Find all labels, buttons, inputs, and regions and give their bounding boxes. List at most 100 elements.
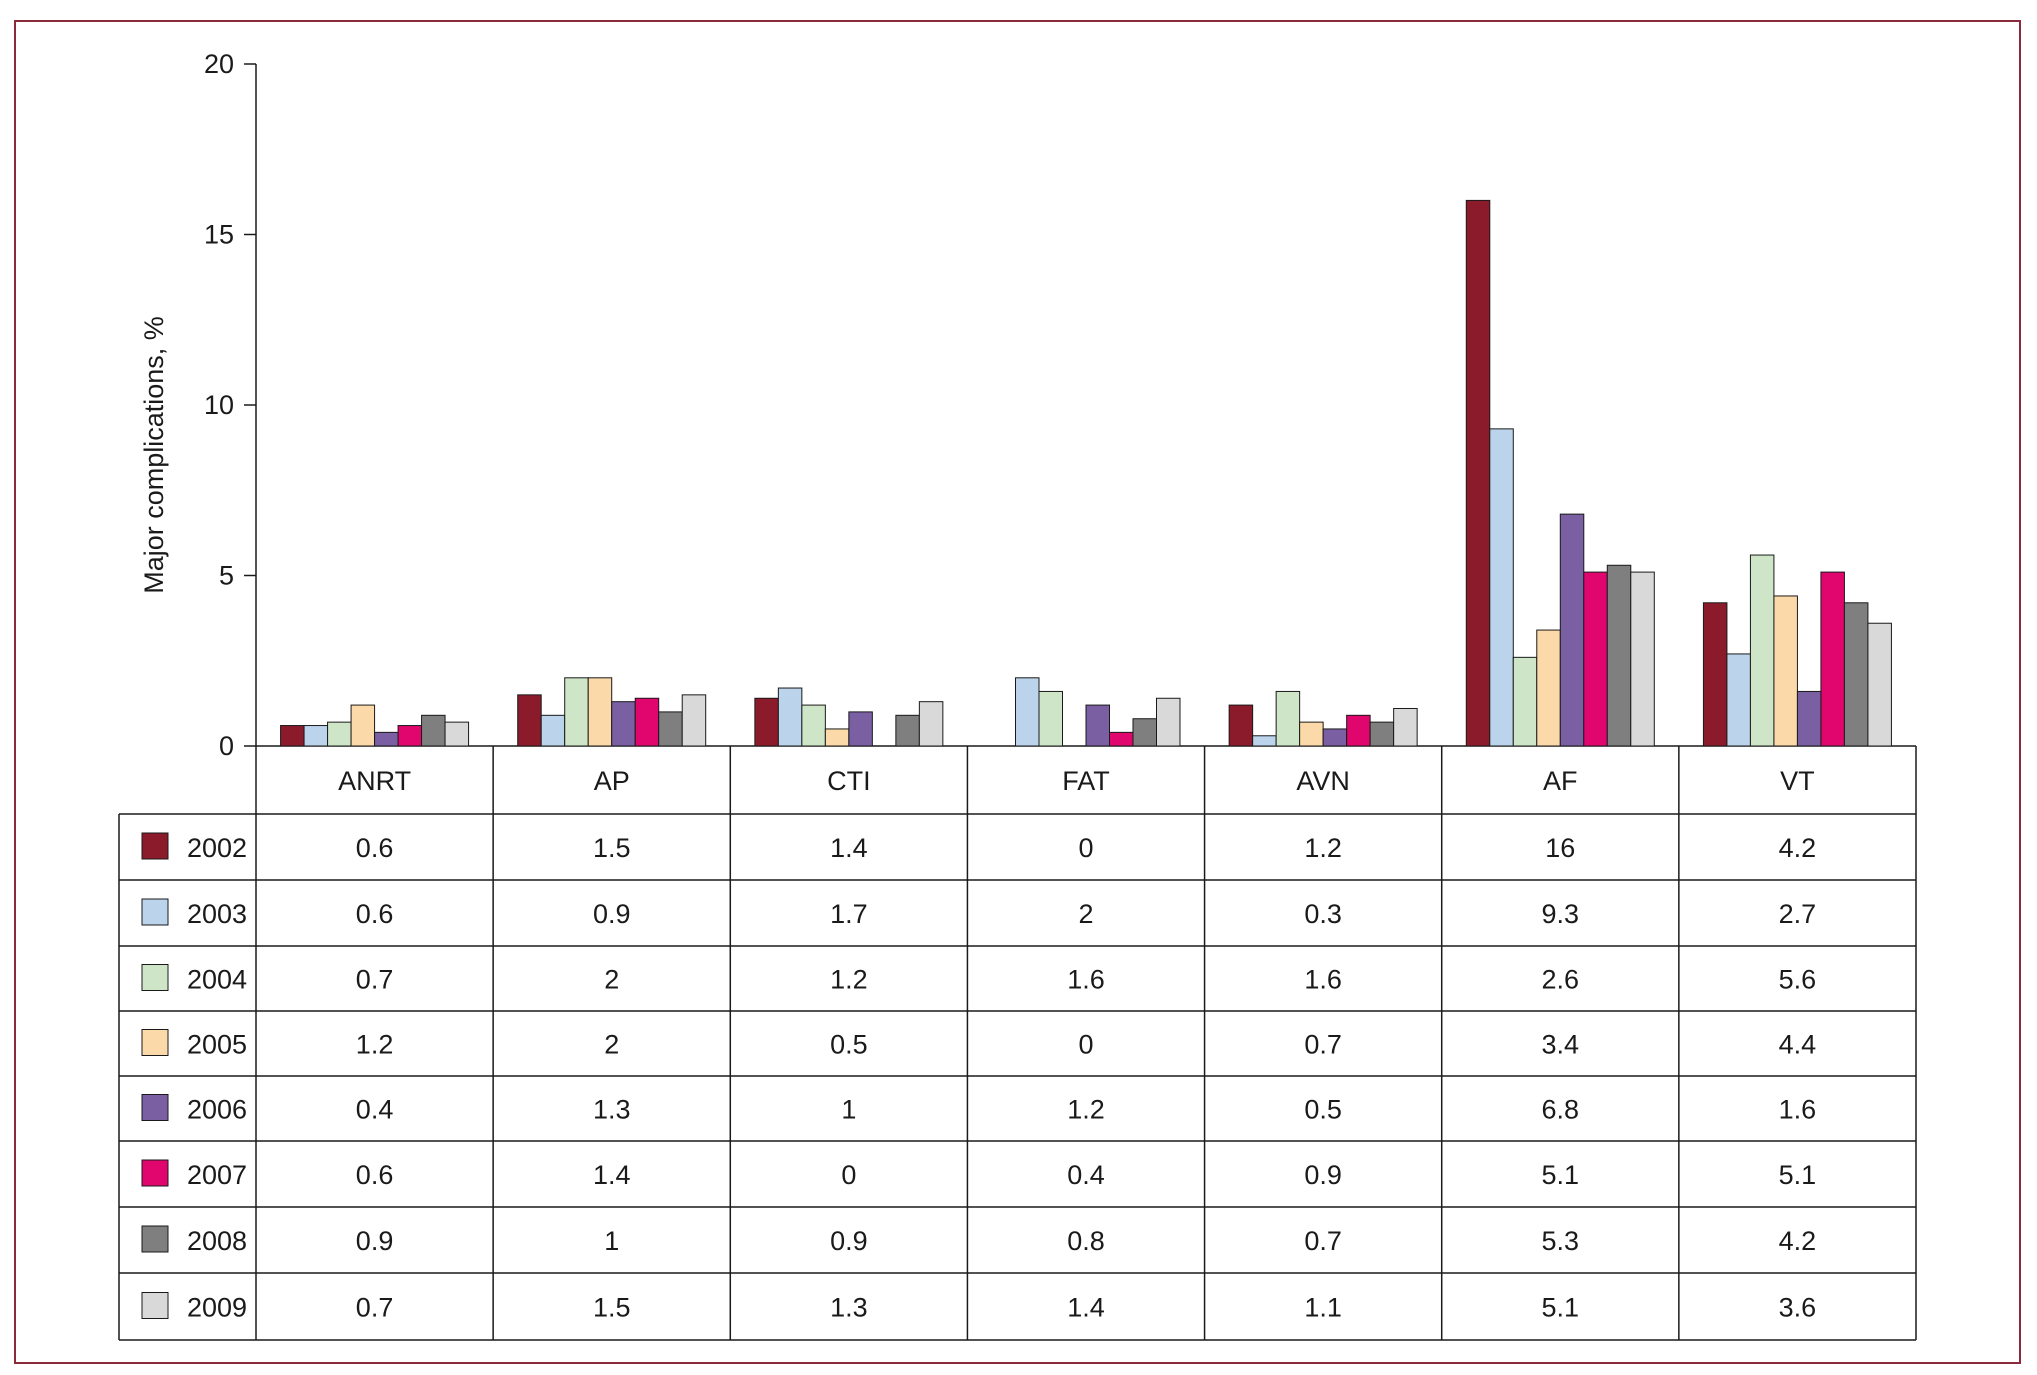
- y-axis-label: Major complications, %: [139, 316, 169, 594]
- bar-2004-anrt: [327, 721, 352, 747]
- bar-2002-vt: [1702, 602, 1728, 747]
- data-label: 0.5: [1304, 1095, 1342, 1125]
- bar-2003-anrt: [303, 725, 329, 747]
- data-label: 3.4: [1542, 1030, 1580, 1060]
- bar-2005-vt: [1773, 595, 1798, 747]
- data-label: 0.9: [593, 899, 631, 929]
- category-label-anrt: ANRT: [338, 766, 411, 796]
- legend-swatch-2004: [141, 964, 169, 991]
- data-label: 1.5: [593, 833, 631, 863]
- data-label: 1.4: [593, 1160, 631, 1190]
- bar-2002-af: [1465, 199, 1491, 747]
- data-label: 1: [841, 1095, 856, 1125]
- data-label: 0: [1078, 833, 1093, 863]
- data-label: 0: [841, 1160, 856, 1190]
- bar-2004-avn: [1275, 690, 1301, 747]
- legend-label-2009: 2009: [187, 1293, 247, 1323]
- bar-2008-avn: [1369, 721, 1395, 747]
- category-label-vt: VT: [1780, 766, 1815, 796]
- data-label: 0.7: [356, 965, 394, 995]
- bar-2009-avn: [1393, 707, 1418, 747]
- data-label: 0: [1078, 1030, 1093, 1060]
- data-label: 1.2: [830, 965, 868, 995]
- bar-2006-vt: [1796, 690, 1822, 747]
- category-label-ap: AP: [594, 766, 630, 796]
- legend-swatch-2008: [141, 1225, 169, 1253]
- legend-swatch-2009: [141, 1292, 169, 1319]
- data-label: 5.3: [1542, 1226, 1580, 1256]
- category-label-af: AF: [1543, 766, 1578, 796]
- bar-2006-anrt: [374, 731, 399, 747]
- data-label: 0.9: [830, 1226, 868, 1256]
- bar-2009-anrt: [444, 721, 470, 747]
- data-label: 1.6: [1779, 1095, 1817, 1125]
- legend-swatch-2007: [141, 1159, 169, 1187]
- legend-swatch-2006: [141, 1094, 169, 1121]
- data-label: 0.6: [356, 833, 394, 863]
- bar-2008-af: [1606, 564, 1632, 747]
- figure-frame: [14, 20, 2021, 1364]
- bar-2007-avn: [1346, 714, 1371, 747]
- bar-2008-vt: [1843, 602, 1869, 747]
- data-label: 0.9: [356, 1226, 394, 1256]
- data-label: 2: [604, 1030, 619, 1060]
- data-label: 0.8: [1067, 1226, 1105, 1256]
- bar-2009-fat: [1156, 697, 1181, 747]
- bar-2007-anrt: [397, 725, 423, 747]
- bar-2007-fat: [1109, 731, 1134, 747]
- bar-2009-af: [1630, 571, 1655, 747]
- category-label-avn: AVN: [1296, 766, 1350, 796]
- data-label: 0.7: [1304, 1226, 1342, 1256]
- data-label: 5.6: [1779, 965, 1817, 995]
- bar-2008-cti: [895, 714, 920, 747]
- data-label: 3.6: [1779, 1293, 1817, 1323]
- bar-2006-avn: [1322, 728, 1348, 747]
- bar-2005-af: [1536, 629, 1561, 747]
- y-tick-label: 5: [219, 561, 234, 591]
- y-tick-label: 10: [204, 390, 234, 420]
- data-label: 4.2: [1779, 1226, 1817, 1256]
- bar-2007-vt: [1820, 571, 1845, 747]
- bar-2004-cti: [801, 704, 826, 747]
- bar-2005-anrt: [350, 704, 376, 747]
- data-label: 1.6: [1304, 965, 1342, 995]
- category-label-fat: FAT: [1062, 766, 1110, 796]
- bar-2005-avn: [1299, 721, 1324, 747]
- data-label: 0.3: [1304, 899, 1342, 929]
- legend-label-2008: 2008: [187, 1226, 247, 1256]
- data-label: 1.3: [830, 1293, 868, 1323]
- data-label: 1.6: [1067, 965, 1105, 995]
- bar-2005-cti: [824, 728, 850, 747]
- bar-2007-af: [1583, 571, 1608, 747]
- bar-2004-af: [1512, 656, 1538, 747]
- data-label: 1.1: [1304, 1293, 1342, 1323]
- bar-2006-cti: [848, 711, 873, 747]
- legend-swatch-2003: [141, 898, 169, 926]
- data-label: 1.3: [593, 1095, 631, 1125]
- legend-label-2004: 2004: [187, 965, 247, 995]
- data-label: 5.1: [1542, 1293, 1580, 1323]
- bar-2003-ap: [540, 714, 566, 747]
- bar-2004-ap: [564, 677, 589, 747]
- bar-2008-anrt: [421, 714, 446, 747]
- data-label: 2.6: [1542, 965, 1580, 995]
- bar-2002-cti: [754, 697, 779, 747]
- bar-2007-ap: [634, 697, 660, 747]
- data-label: 5.1: [1542, 1160, 1580, 1190]
- bar-2002-ap: [517, 694, 542, 747]
- data-label: 5.1: [1779, 1160, 1817, 1190]
- data-label: 1: [604, 1226, 619, 1256]
- y-tick-label: 15: [204, 220, 234, 250]
- data-label: 0.9: [1304, 1160, 1342, 1190]
- bar-2008-ap: [658, 711, 683, 747]
- bar-2008-fat: [1132, 718, 1157, 747]
- data-label: 1.7: [830, 899, 868, 929]
- data-label: 1.2: [1304, 833, 1342, 863]
- bar-2004-fat: [1038, 690, 1063, 747]
- data-label: 0.6: [356, 899, 394, 929]
- bar-2003-fat: [1015, 677, 1040, 747]
- y-tick-label: 0: [219, 731, 234, 761]
- legend-label-2005: 2005: [187, 1030, 247, 1060]
- legend-swatch-2005: [141, 1029, 169, 1056]
